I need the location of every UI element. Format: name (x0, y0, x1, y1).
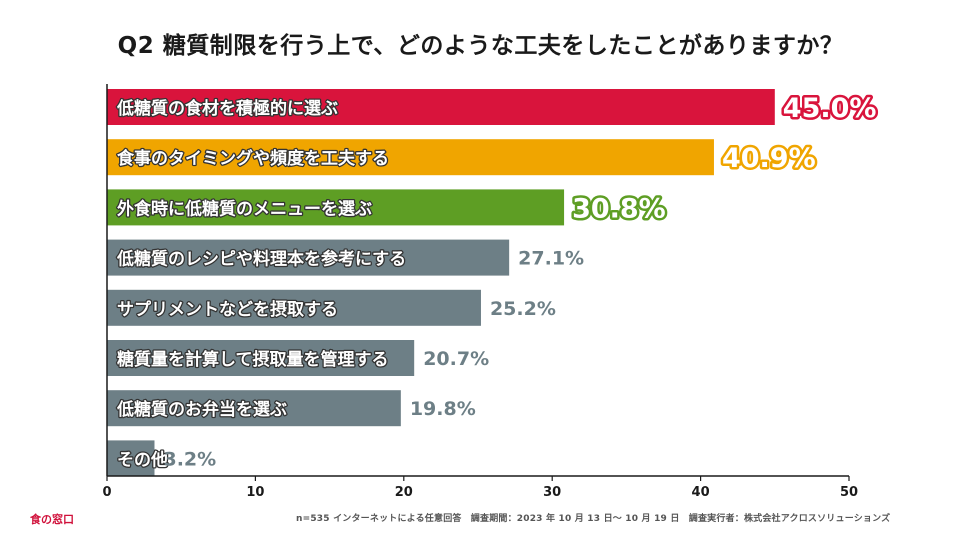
category-label-4: 低糖質のレシピや料理本を参考にする (116, 249, 406, 270)
x-tick-label-20: 20 (395, 485, 413, 500)
brand-logo-text: 食の窓口 (30, 513, 74, 526)
category-label-5: サプリメントなどを摂取する (117, 299, 338, 320)
survey-footnote: n=535 インターネットによる任意回答 調査期間：2023 年 10 月 13… (296, 514, 891, 524)
category-label-7: 低糖質のお弁当を選ぶ (116, 399, 287, 420)
category-label-1: 低糖質の食材を積極的に選ぶ (116, 98, 338, 119)
value-label-3: 30.8% (572, 193, 666, 224)
x-tick-label-40: 40 (692, 485, 710, 500)
value-label-8: 3.2% (163, 448, 216, 470)
bar-4 (107, 239, 510, 276)
category-label-2: 食事のタイミングや頻度を工夫する (117, 148, 389, 169)
value-label-4: 27.1% (518, 248, 584, 270)
value-label-1: 45.0% (783, 93, 877, 124)
bar-1 (107, 89, 775, 125)
bar-8 (107, 440, 155, 477)
bar-3 (107, 189, 565, 226)
value-label-6: 20.7% (423, 348, 489, 370)
bar-7 (107, 390, 401, 427)
x-tick-label-0: 0 (102, 485, 111, 500)
x-tick-label-50: 50 (840, 485, 858, 500)
bar-2 (107, 139, 714, 176)
value-label-2: 40.9% (722, 143, 816, 174)
bar-6 (107, 340, 415, 376)
x-tick-label-10: 10 (246, 485, 264, 500)
category-label-3: 外食時に低糖質のメニューを選ぶ (117, 198, 372, 219)
bar-5 (107, 289, 481, 326)
category-label-8: その他 (117, 449, 168, 470)
value-label-5: 25.2% (490, 298, 556, 320)
chart-title: Q2 糖質制限を行う上で、どのような工夫をしたことがありますか？ (117, 33, 844, 59)
value-label-7: 19.8% (410, 398, 476, 420)
x-tick-label-30: 30 (543, 485, 561, 500)
category-label-6: 糖質量を計算して摂取量を管理する (117, 349, 389, 370)
